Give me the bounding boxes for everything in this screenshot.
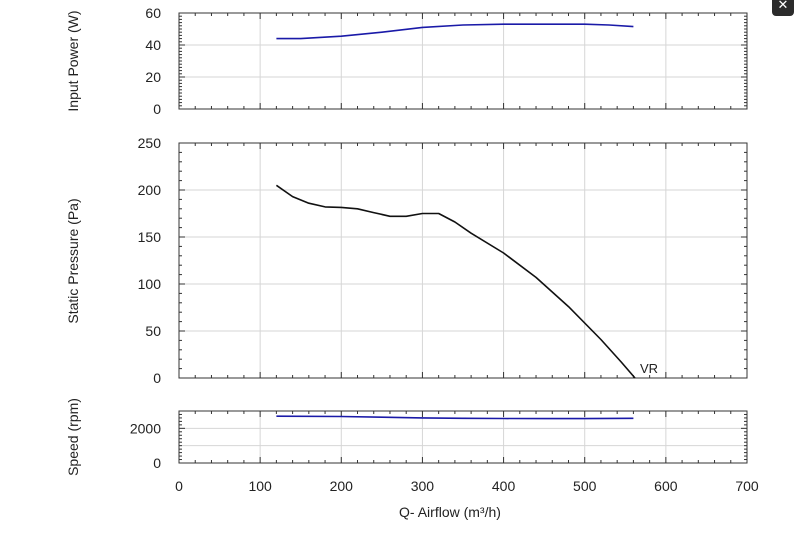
y-tick-label: 0: [153, 370, 161, 386]
x-tick-label: 600: [654, 478, 678, 494]
x-tick-label: 400: [492, 478, 516, 494]
series-line-power: [276, 23, 634, 40]
y-tick-label: 200: [138, 182, 162, 198]
x-tick-label: 300: [411, 478, 435, 494]
x-tick-label: 100: [248, 478, 272, 494]
y-axis-label: Speed (rpm): [65, 398, 81, 476]
curve-label: VR: [640, 361, 658, 376]
y-tick-label: 20: [145, 69, 161, 85]
y-tick-label: 250: [138, 135, 162, 151]
plot-frame: [178, 142, 748, 379]
y-tick-label: 50: [145, 323, 161, 339]
y-tick-label: 2000: [130, 420, 161, 436]
y-axis-label: Static Pressure (Pa): [65, 198, 81, 323]
series-line-speed: [276, 415, 634, 420]
y-tick-label: 0: [153, 101, 161, 117]
y-axis-label: Input Power (W): [65, 10, 81, 111]
x-tick-label: 0: [175, 478, 183, 494]
x-tick-label: 700: [735, 478, 759, 494]
y-tick-label: 40: [145, 37, 161, 53]
x-axis-label: Q- Airflow (m³/h): [399, 504, 501, 520]
y-tick-label: 60: [145, 5, 161, 21]
y-tick-label: 0: [153, 455, 161, 471]
close-icon[interactable]: ✕: [772, 0, 794, 16]
plot-frame: [178, 12, 748, 110]
y-tick-label: 150: [138, 229, 162, 245]
series-line-pressure: [275, 184, 636, 379]
plot-frame: [178, 410, 748, 464]
y-tick-label: 100: [138, 276, 162, 292]
x-tick-label: 200: [330, 478, 354, 494]
x-tick-label: 500: [573, 478, 597, 494]
